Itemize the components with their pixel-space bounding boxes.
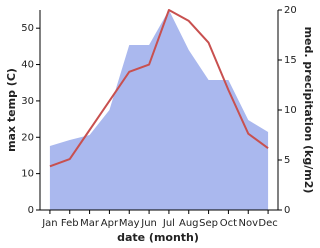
x-tick-label: Jul [162,218,175,229]
y2-tick-label: 15 [284,55,297,66]
x-tick-label: Jun [140,218,157,229]
y2-axis-label: med. precipitation (kg/m2) [302,27,315,194]
x-tick-label: Apr [101,218,119,229]
x-tick-label: Dec [258,218,277,229]
y-tick-label: 40 [21,60,34,71]
y-tick-label: 50 [21,23,34,34]
y-tick-label: 20 [21,132,34,143]
x-tick-label: Aug [179,218,199,229]
y2-tick-label: 10 [284,105,297,116]
y-tick-label: 0 [28,205,34,216]
y2-tick-label: 0 [284,205,290,216]
y-axis-label: max temp (C) [5,68,18,152]
x-tick-label: Feb [61,218,79,229]
x-tick-label: Sep [199,218,218,229]
x-tick-label: Jan [41,218,57,229]
x-tick-label: Mar [80,218,100,229]
x-tick-label: May [119,218,140,229]
y2-tick-label: 20 [284,5,297,16]
precipitation-area [49,10,269,210]
x-tick-label: Nov [238,218,258,229]
temp-line [49,9,269,168]
x-tick-label: Oct [220,218,237,229]
y-tick-label: 10 [21,169,34,180]
y-tick-label: 30 [21,96,34,107]
x-axis-label: date (month) [117,231,199,244]
y2-tick-label: 5 [284,155,290,166]
